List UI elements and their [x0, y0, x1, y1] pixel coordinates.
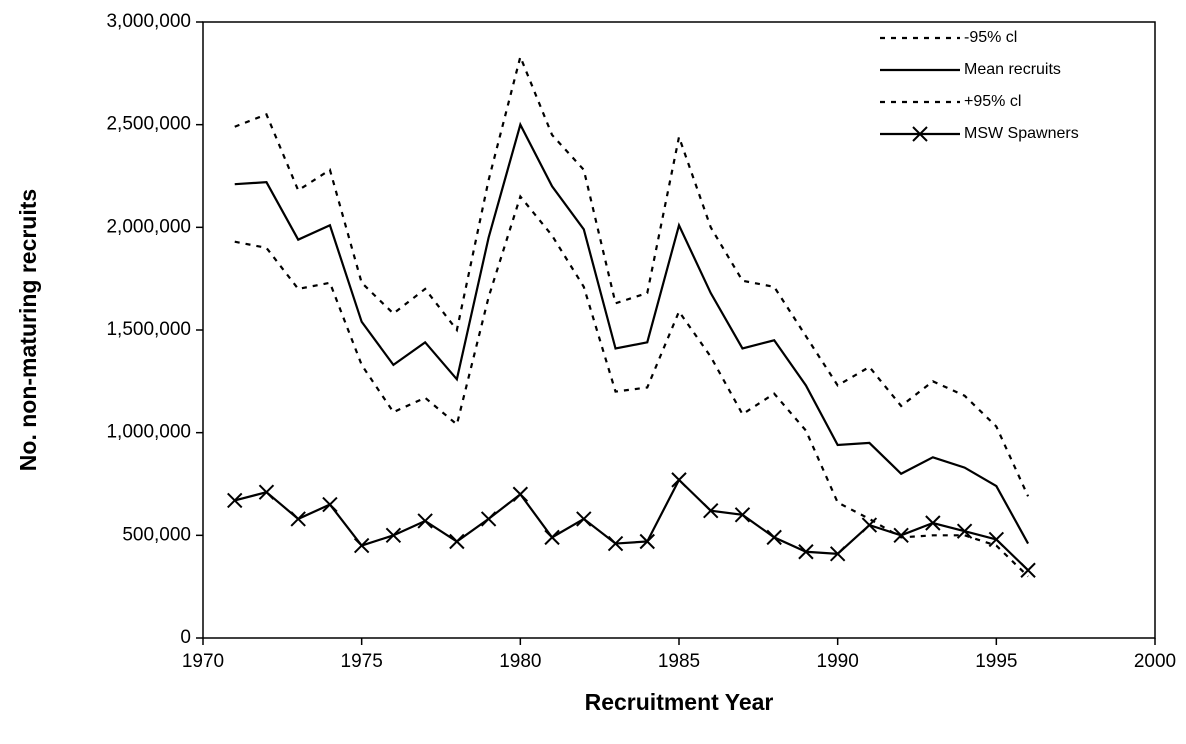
data-marker [290, 511, 306, 527]
x-tick-label: 2000 [1134, 651, 1176, 672]
data-marker [449, 533, 465, 550]
data-marker [385, 527, 402, 544]
data-marker [861, 517, 878, 533]
data-marker [353, 537, 370, 554]
data-marker [829, 546, 846, 562]
data-marker [639, 533, 655, 550]
legend-label: Mean recruits [964, 61, 1061, 78]
x-tick-label: 1990 [817, 651, 859, 672]
data-marker [671, 472, 687, 488]
x-axis-title: Recruitment Year [585, 689, 774, 715]
series-line [234, 53, 1030, 497]
series-line [234, 194, 1029, 578]
y-axis-title: No. non-maturing recruits [15, 189, 41, 471]
data-marker [988, 531, 1005, 548]
data-marker [544, 529, 560, 546]
x-tick-label: 1975 [341, 651, 383, 672]
data-marker [417, 513, 433, 529]
data-marker [798, 544, 814, 560]
data-marker [1020, 562, 1036, 578]
data-marker [766, 529, 782, 546]
y-tick-label: 500,000 [122, 524, 191, 545]
y-tick-label: 1,500,000 [106, 319, 191, 340]
data-marker [893, 527, 909, 544]
data-marker [703, 502, 719, 519]
data-marker [734, 507, 751, 523]
data-marker [512, 486, 529, 502]
series-line [234, 121, 1030, 545]
legend-label: +95% cl [964, 93, 1021, 110]
data-marker [258, 484, 275, 500]
legend-marker [912, 126, 928, 142]
x-tick-label: 1985 [658, 651, 700, 672]
legend-label: MSW Spawners [964, 125, 1079, 142]
data-marker [480, 511, 497, 527]
data-marker [956, 523, 973, 539]
x-tick-label: 1995 [975, 651, 1017, 672]
data-marker [227, 492, 243, 509]
y-tick-label: 0 [180, 627, 191, 648]
y-tick-label: 3,000,000 [106, 11, 191, 32]
x-tick-label: 1970 [182, 651, 224, 672]
data-marker [607, 535, 624, 552]
y-tick-label: 2,000,000 [106, 216, 191, 237]
series-line [234, 478, 1029, 572]
data-marker [322, 496, 338, 513]
data-marker [925, 515, 941, 531]
legend-label: -95% cl [964, 29, 1017, 46]
y-tick-label: 1,000,000 [106, 422, 191, 443]
y-tick-label: 2,500,000 [106, 114, 191, 135]
data-marker [576, 511, 592, 527]
x-tick-label: 1980 [499, 651, 541, 672]
plot-frame [202, 21, 1156, 639]
